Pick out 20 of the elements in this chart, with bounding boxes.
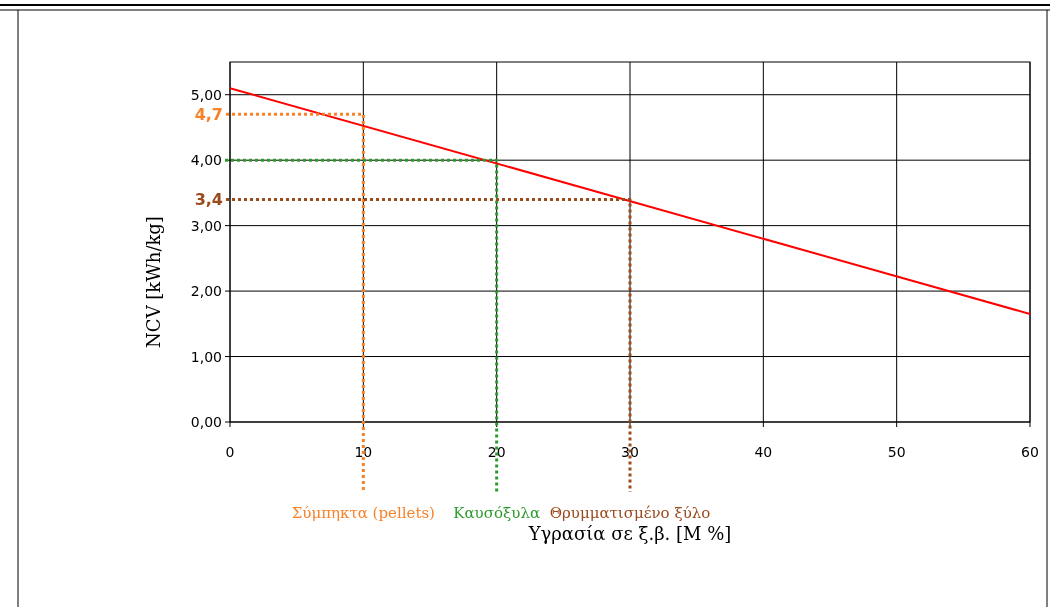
x-tick-label: 20 bbox=[487, 444, 506, 460]
series-label: Θρυμματισμένο ξύλο bbox=[549, 504, 711, 522]
y-tick-label: 2,00 bbox=[190, 283, 222, 300]
series-label: Σύμπηκτα (pellets) bbox=[291, 504, 435, 522]
x-tick-label: 10 bbox=[354, 444, 373, 460]
data-label: 3,4 bbox=[194, 190, 223, 210]
x-axis-title: Υγρασία σε ξ.β. [M %] bbox=[527, 523, 732, 544]
x-tick-label: 0 bbox=[225, 444, 235, 460]
x-tick-label: 30 bbox=[621, 444, 639, 460]
y-tick-label: 4,00 bbox=[190, 152, 222, 169]
y-tick-label: 1,00 bbox=[190, 348, 222, 365]
y-tick-label: 5,00 bbox=[190, 86, 222, 103]
y-axis-title: NCV [kWh/kg] bbox=[143, 216, 164, 348]
y-tick-label: 3,00 bbox=[190, 217, 222, 234]
x-tick-label: 40 bbox=[754, 444, 773, 460]
series-label: Καυσόξυλα bbox=[453, 504, 541, 522]
y-tick-label: 0,00 bbox=[190, 414, 222, 430]
data-label: 4,7 bbox=[194, 105, 223, 125]
x-tick-label: 60 bbox=[1021, 444, 1039, 460]
x-tick-label: 50 bbox=[887, 444, 906, 460]
